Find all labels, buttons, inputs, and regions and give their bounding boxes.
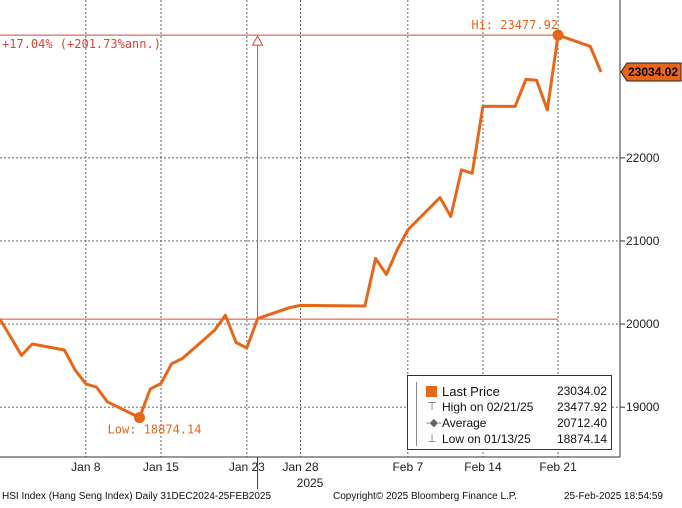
y-tick-label: 19000	[626, 400, 660, 414]
footer-copyright: Copyright© 2025 Bloomberg Finance L.P.	[333, 491, 517, 502]
low-marker-icon: ⊥	[427, 433, 437, 445]
legend-item-average: -◆- Average 20712.40	[408, 416, 613, 432]
legend-value: 20712.40	[556, 416, 607, 430]
annotations: +17.04% (+201.73%ann.) Hi: 23477.92 Low:…	[0, 18, 559, 437]
x-axis: 2025 Jan 8 Jan 15 Jan 23 Jan 28 Feb 7 Feb 14 F…	[71, 457, 577, 490]
legend-label: Average	[442, 416, 487, 430]
legend-label: High on 02/21/25	[442, 400, 534, 414]
y-tick-label: 22000	[626, 151, 660, 165]
legend: Last Price 23034.02 ⊤ High on 02/21/25 2…	[407, 375, 612, 450]
high-marker-icon: ⊤	[427, 401, 437, 413]
last-value-tag: 23034.02	[620, 62, 682, 82]
x-tick-label: Feb 7	[392, 460, 423, 474]
series-last-price	[0, 33, 603, 420]
x-tick-label: Feb 21	[539, 460, 577, 474]
footer-index-info: HSI Index (Hang Seng Index) Daily 31DEC2…	[2, 491, 272, 502]
x-tick-label: Jan 23	[229, 460, 265, 474]
high-marker	[552, 29, 564, 41]
year-label: 2025	[297, 476, 324, 490]
legend-label: Last Price	[442, 384, 500, 399]
price-chart: 19000 20000 21000 22000 2025 Jan 8 Jan 15 Jan…	[0, 0, 682, 490]
price-line	[0, 33, 603, 420]
last-value-tag-text: 23034.02	[628, 65, 678, 79]
low-label: Low: 18874.14	[108, 423, 202, 437]
y-tick-label: 20000	[626, 317, 660, 331]
x-tick-label: Jan 8	[71, 460, 101, 474]
change-label: +17.04% (+201.73%ann.)	[2, 37, 161, 51]
low-marker	[134, 412, 146, 424]
legend-label: Low on 01/13/25	[442, 432, 531, 446]
x-tick-label: Jan 28	[282, 460, 318, 474]
last-value-tag-shape	[620, 62, 682, 82]
x-tick-label: Jan 15	[143, 460, 179, 474]
change-arrow-head	[251, 35, 264, 46]
legend-value: 23034.02	[556, 384, 607, 398]
legend-value: 23477.92	[556, 400, 607, 414]
legend-value: 18874.14	[556, 432, 607, 446]
legend-item-low: ⊥ Low on 01/13/25 18874.14	[408, 432, 613, 448]
x-tick-label: Feb 14	[464, 460, 502, 474]
footer-timestamp: 25-Feb-2025 18:54:59	[564, 491, 663, 502]
legend-item-last-price: Last Price 23034.02	[408, 384, 613, 400]
legend-separator	[416, 382, 417, 446]
legend-item-high: ⊤ High on 02/21/25 23477.92	[408, 400, 613, 416]
high-label: Hi: 23477.92	[471, 18, 558, 32]
y-axis: 19000 20000 21000 22000	[620, 151, 660, 414]
markers	[134, 29, 564, 424]
average-marker-icon: -◆-	[426, 417, 442, 429]
y-tick-label: 21000	[626, 234, 660, 248]
legend-swatch-last-price	[426, 386, 437, 397]
